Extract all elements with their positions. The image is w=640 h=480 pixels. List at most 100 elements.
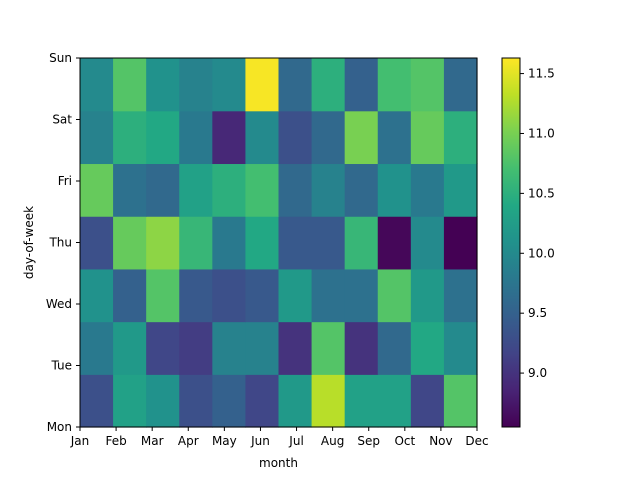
colorbar-tick-label: 9.0 (528, 366, 547, 380)
heatmap-cell-sun-oct (377, 58, 412, 112)
heatmap-cell-tue-oct (377, 321, 412, 375)
heatmap-cell-tue-nov (410, 321, 445, 375)
heatmap-cell-fri-apr (179, 163, 213, 217)
y-tick-label: Mon (47, 420, 72, 434)
heatmap-cell-sun-dec (443, 58, 478, 112)
colorbar-tick-label: 11.0 (528, 126, 555, 140)
heatmap-cell-wed-mar (146, 268, 180, 323)
colorbar-ticks: 9.0 9.5 10.0 10.5 11.0 11.5 (520, 67, 555, 380)
y-tick-label: Sat (52, 113, 72, 127)
x-tick-label: Aug (321, 434, 344, 448)
heatmap-cell-fri-aug (311, 163, 346, 217)
heatmap-cell-sun-apr (179, 58, 213, 112)
y-tick-label: Thu (48, 236, 72, 250)
heatmap-cell-sun-feb (113, 58, 147, 112)
colorbar-tick-label: 10.5 (528, 186, 555, 200)
x-tick-label: Feb (105, 434, 126, 448)
heatmap-cell-mon-feb (113, 374, 147, 428)
heatmap-cell-wed-jun (245, 268, 280, 323)
y-tick-label: Tue (51, 359, 73, 373)
heatmap-cell-sun-may (212, 58, 247, 112)
heatmap-cell-wed-feb (113, 268, 147, 323)
x-tick-label: Mar (141, 434, 164, 448)
x-tick-label: Nov (429, 434, 452, 448)
heatmap-cell-wed-may (212, 268, 247, 323)
colorbar-tick-label: 10.0 (528, 246, 555, 260)
heatmap-cell-fri-jan (80, 163, 114, 217)
heatmap-cell-sat-aug (311, 110, 346, 165)
heatmap-cell-wed-apr (179, 268, 213, 323)
heatmap-cell-sun-nov (410, 58, 445, 112)
heatmap-cell-sat-may (212, 110, 247, 165)
heatmap-cell-mon-jun (245, 374, 280, 428)
heatmap-cell-sat-jun (245, 110, 280, 165)
heatmap-cell-sat-sep (344, 110, 379, 165)
heatmap-cell-sat-jan (80, 110, 114, 165)
heatmap-cell-thu-dec (443, 216, 478, 270)
heatmap-cell-thu-jul (278, 216, 313, 270)
x-tick-label: May (212, 434, 237, 448)
heatmap-cell-wed-aug (311, 268, 346, 323)
heatmap-cell-sat-jul (278, 110, 313, 165)
heatmap-cell-thu-aug (311, 216, 346, 270)
heatmap-cell-sun-mar (146, 58, 180, 112)
heatmap-cell-mon-may (212, 374, 247, 428)
heatmap-cell-sat-mar (146, 110, 180, 165)
heatmap-cell-sun-jan (80, 58, 114, 112)
heatmap-cell-mon-nov (410, 374, 445, 428)
colorbar-tick-label: 11.5 (528, 67, 555, 81)
y-tick-label: Fri (58, 174, 72, 188)
heatmap-cell-tue-may (212, 321, 247, 375)
y-tick-label: Sun (49, 51, 72, 65)
heatmap-cell-mon-mar (146, 374, 180, 428)
heatmap-cell-fri-sep (344, 163, 379, 217)
heatmap-cell-tue-feb (113, 321, 147, 375)
heatmap-cell-fri-oct (377, 163, 412, 217)
heatmap-cell-thu-feb (113, 216, 147, 270)
heatmap-cell-mon-dec (443, 374, 478, 428)
x-tick-label: Oct (394, 434, 415, 448)
heatmap-cell-wed-nov (410, 268, 445, 323)
heatmap-cell-tue-jun (245, 321, 280, 375)
x-axis-ticks: Jan Feb Mar Apr May Jun Jul Aug Sep Oct Nov Dec (70, 427, 489, 448)
heatmap-cell-fri-feb (113, 163, 147, 217)
y-axis-label: day-of-week (22, 206, 36, 279)
heatmap-cell-wed-sep (344, 268, 379, 323)
heatmap-cell-fri-jun (245, 163, 280, 217)
y-axis-ticks: Mon Tue Wed Thu Fri Sat Sun (46, 51, 80, 434)
heatmap-cell-tue-jul (278, 321, 313, 375)
heatmap-cell-fri-may (212, 163, 247, 217)
x-tick-label: Dec (465, 434, 488, 448)
heatmap-cell-sun-jun (245, 58, 280, 112)
heatmap-cell-thu-mar (146, 216, 180, 270)
heatmap-cell-mon-jul (278, 374, 313, 428)
heatmap-cell-sun-jul (278, 58, 313, 112)
heatmap-cell-thu-apr (179, 216, 213, 270)
heatmap-cell-sat-apr (179, 110, 213, 165)
x-tick-label: Sep (357, 434, 380, 448)
heatmap-cell-sat-feb (113, 110, 147, 165)
heatmap-cell-mon-apr (179, 374, 213, 428)
heatmap-cell-sat-oct (377, 110, 412, 165)
heatmap-cell-fri-jul (278, 163, 313, 217)
x-axis-label: month (259, 456, 298, 470)
heatmap-cells (80, 58, 478, 428)
heatmap-cell-thu-nov (410, 216, 445, 270)
heatmap-cell-mon-sep (344, 374, 379, 428)
heatmap-cell-tue-jan (80, 321, 114, 375)
heatmap-cell-sun-aug (311, 58, 346, 112)
heatmap-cell-tue-dec (443, 321, 478, 375)
x-tick-label: Jan (70, 434, 90, 448)
heatmap-cell-thu-may (212, 216, 247, 270)
x-tick-label: Apr (178, 434, 199, 448)
heatmap-cell-wed-jul (278, 268, 313, 323)
heatmap-cell-wed-dec (443, 268, 478, 323)
x-tick-label: Jul (288, 434, 303, 448)
heatmap-cell-mon-jan (80, 374, 114, 428)
y-tick-label: Wed (46, 297, 72, 311)
colorbar (501, 57, 521, 428)
heatmap-cell-fri-mar (146, 163, 180, 217)
heatmap-cell-thu-jun (245, 216, 280, 270)
